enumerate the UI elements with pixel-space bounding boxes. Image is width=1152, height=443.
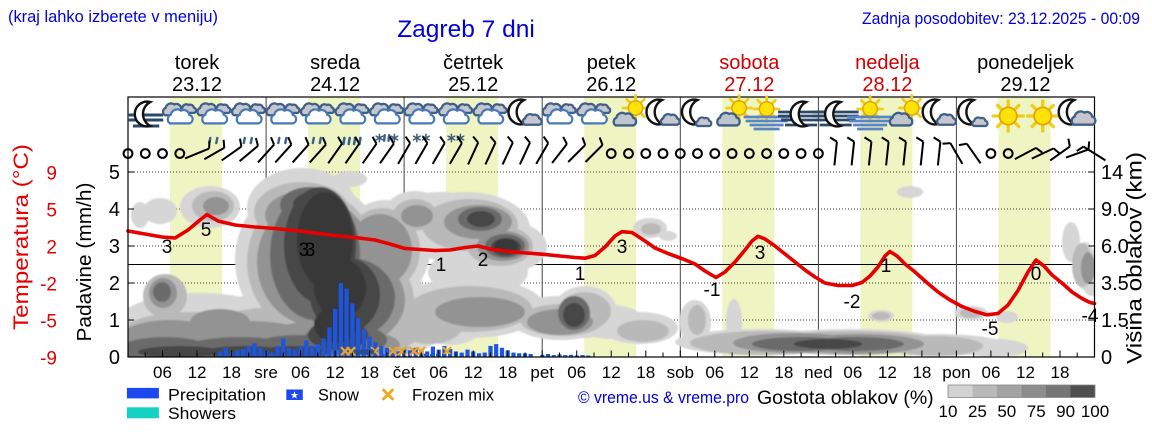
svg-text:26.12: 26.12 xyxy=(586,74,636,96)
svg-text:29.12: 29.12 xyxy=(1000,74,1050,96)
svg-text:3: 3 xyxy=(299,240,310,261)
svg-text:pon: pon xyxy=(942,363,970,382)
svg-text:9.0: 9.0 xyxy=(1101,199,1129,221)
svg-text:-4: -4 xyxy=(1082,306,1099,327)
svg-text:18: 18 xyxy=(222,363,241,382)
svg-text:Zagreb 7 dni: Zagreb 7 dni xyxy=(397,16,535,43)
svg-text:ned: ned xyxy=(804,363,832,382)
svg-text:3: 3 xyxy=(617,237,628,258)
svg-text:06: 06 xyxy=(843,363,862,382)
svg-text:18: 18 xyxy=(360,363,379,382)
svg-text:5: 5 xyxy=(46,201,57,222)
svg-text:petek: petek xyxy=(587,52,637,74)
svg-text:23.12: 23.12 xyxy=(172,74,222,96)
svg-text:ponedeljek: ponedeljek xyxy=(977,52,1075,74)
svg-text:1: 1 xyxy=(881,256,892,277)
svg-text:2: 2 xyxy=(46,238,57,259)
svg-text:12: 12 xyxy=(602,363,621,382)
svg-text:9: 9 xyxy=(46,164,57,185)
svg-text:06: 06 xyxy=(981,363,1000,382)
svg-text:06: 06 xyxy=(429,363,448,382)
svg-text:12: 12 xyxy=(188,363,207,382)
svg-text:2: 2 xyxy=(478,250,489,271)
svg-text:10: 10 xyxy=(939,402,958,421)
svg-text:(kraj lahko izberete v meniju): (kraj lahko izberete v meniju) xyxy=(8,7,218,26)
svg-text:0: 0 xyxy=(1031,264,1042,285)
svg-text:06: 06 xyxy=(567,363,586,382)
svg-text:06: 06 xyxy=(705,363,724,382)
svg-text:25: 25 xyxy=(968,402,987,421)
svg-text:sreda: sreda xyxy=(310,52,361,74)
svg-text:sobota: sobota xyxy=(719,52,780,74)
svg-text:pet: pet xyxy=(530,363,554,382)
svg-text:5: 5 xyxy=(109,162,120,184)
svg-text:nedelja: nedelja xyxy=(855,52,920,74)
svg-text:12: 12 xyxy=(1016,363,1035,382)
svg-text:Padavine (mm/h): Padavine (mm/h) xyxy=(74,183,96,342)
svg-text:Frozen mix: Frozen mix xyxy=(412,387,495,405)
svg-text:© vreme.us & vreme.pro: © vreme.us & vreme.pro xyxy=(578,388,749,407)
svg-text:Višina oblakov (km): Višina oblakov (km) xyxy=(1124,152,1147,364)
svg-text:28.12: 28.12 xyxy=(862,74,912,96)
svg-text:5: 5 xyxy=(201,220,212,241)
svg-text:čet: čet xyxy=(393,363,416,382)
svg-text:06: 06 xyxy=(291,363,310,382)
svg-text:3: 3 xyxy=(755,243,766,264)
svg-text:Zadnja posodobitev: 23.12.2025: Zadnja posodobitev: 23.12.2025 - 00:09 xyxy=(862,9,1140,28)
svg-text:18: 18 xyxy=(498,363,517,382)
svg-text:25.12: 25.12 xyxy=(448,74,498,96)
svg-text:sre: sre xyxy=(254,363,278,382)
svg-text:90: 90 xyxy=(1056,402,1075,421)
svg-text:12: 12 xyxy=(464,363,483,382)
svg-text:sob: sob xyxy=(667,363,694,382)
svg-text:-5: -5 xyxy=(982,319,999,340)
svg-text:Precipitation: Precipitation xyxy=(168,387,266,405)
svg-text:Showers: Showers xyxy=(168,405,236,423)
svg-text:50: 50 xyxy=(997,402,1016,421)
svg-text:-2: -2 xyxy=(40,275,57,296)
svg-text:3: 3 xyxy=(162,237,173,258)
svg-text:četrtek: četrtek xyxy=(443,52,504,74)
svg-text:-1: -1 xyxy=(704,280,721,301)
svg-text:12: 12 xyxy=(878,363,897,382)
svg-text:18: 18 xyxy=(636,363,655,382)
svg-text:27.12: 27.12 xyxy=(724,74,774,96)
svg-text:0: 0 xyxy=(109,347,120,369)
svg-text:100: 100 xyxy=(1081,402,1109,421)
svg-text:06: 06 xyxy=(153,363,172,382)
svg-text:1: 1 xyxy=(109,310,120,332)
svg-text:torek: torek xyxy=(175,52,220,74)
svg-text:0: 0 xyxy=(1101,347,1112,369)
svg-text:-2: -2 xyxy=(844,292,861,313)
svg-text:24.12: 24.12 xyxy=(310,74,360,96)
svg-text:1: 1 xyxy=(575,264,586,285)
svg-text:18: 18 xyxy=(1051,363,1070,382)
svg-text:-5: -5 xyxy=(40,312,57,333)
svg-text:3.5: 3.5 xyxy=(1101,273,1129,295)
svg-text:1.5: 1.5 xyxy=(1101,310,1129,332)
svg-text:3: 3 xyxy=(109,236,120,258)
svg-text:1: 1 xyxy=(436,255,447,276)
svg-text:2: 2 xyxy=(109,273,120,295)
svg-text:14: 14 xyxy=(1101,162,1123,184)
svg-text:75: 75 xyxy=(1027,402,1046,421)
svg-text:18: 18 xyxy=(774,363,793,382)
svg-text:3: 3 xyxy=(305,240,316,261)
svg-text:12: 12 xyxy=(740,363,759,382)
svg-text:4: 4 xyxy=(109,199,120,221)
svg-text:18: 18 xyxy=(912,363,931,382)
svg-text:★: ★ xyxy=(290,390,299,401)
svg-text:-9: -9 xyxy=(40,349,57,370)
svg-text:Gostota oblakov (%): Gostota oblakov (%) xyxy=(757,387,934,409)
svg-text:Temperatura (°C): Temperatura (°C) xyxy=(10,144,33,330)
svg-text:6.0: 6.0 xyxy=(1101,236,1129,258)
svg-text:12: 12 xyxy=(326,363,345,382)
svg-text:Snow: Snow xyxy=(318,387,359,405)
